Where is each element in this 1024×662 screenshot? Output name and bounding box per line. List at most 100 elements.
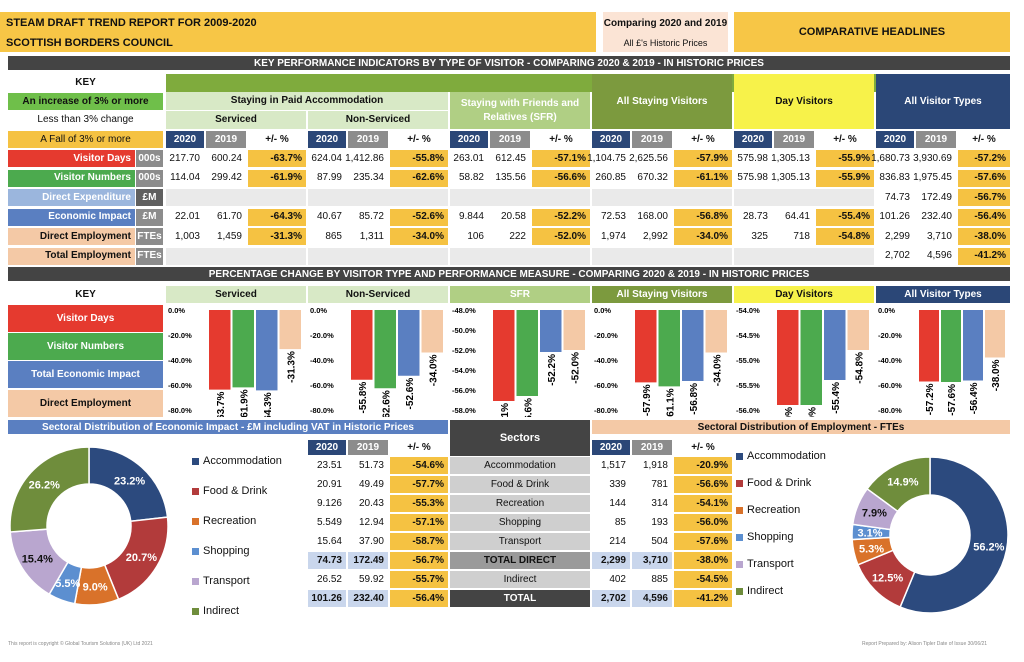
sector-econ-value: 20.43 (348, 495, 388, 512)
pct-tick-label: -55.5% (736, 381, 760, 390)
sector-econ-value: -57.7% (390, 476, 448, 493)
sector-col-header: 2019 (632, 440, 672, 455)
emp-pie-title: Sectoral Distribution of Employment - FT… (592, 420, 1010, 434)
kpi-value: -38.0% (958, 228, 1010, 245)
pct-tick-label: -80.0% (878, 406, 902, 415)
pie-slice-label: 9.0% (83, 582, 108, 594)
sector-col-header: 2019 (348, 440, 388, 455)
legend-label: Recreation (203, 515, 257, 527)
kpi-col-header: 2020 (308, 131, 346, 148)
kpi-empty-cell (592, 189, 732, 206)
report-title: STEAM DRAFT TREND REPORT FOR 2009-2020 (6, 17, 257, 29)
pct-bar-chart: 0.0% -20.0% -40.0% -60.0% -80.0% -57.2% -57.6%… (878, 306, 1005, 416)
sector-econ-value: 9.126 (308, 495, 346, 512)
kpi-value: -56.7% (958, 189, 1010, 206)
sector-col-header: 2020 (592, 440, 630, 455)
kpi-value: -54.8% (816, 228, 874, 245)
pie-slice-label: 5.5% (55, 578, 80, 590)
kpi-col-header: 2020 (734, 131, 772, 148)
kpi-row-label: Direct Employment (8, 228, 135, 245)
pct-bar-label: -61.9% (239, 389, 250, 417)
kpi-col-header: +/- % (674, 131, 732, 148)
kpi-value: -34.0% (674, 228, 732, 245)
sector-emp-value: 885 (632, 571, 672, 588)
kpi-value: 74.73 (876, 189, 914, 206)
kpi-row-unit: FTEs (136, 228, 163, 245)
emp-pie-chart: 56.2% 12.5% 5.3% 3.1% 7.9% 14.9% (851, 456, 1009, 614)
pct-bar-label: -57.6% (947, 384, 958, 416)
pct-panel-title: All Visitor Types (876, 286, 1010, 303)
pct-tick-label: -40.0% (594, 356, 618, 365)
pct-bar-label: -56.4% (969, 382, 980, 414)
kpi-value: 72.53 (592, 208, 630, 226)
legend-swatch (192, 547, 199, 555)
pct-bar (985, 310, 1005, 358)
kpi-value: 58.82 (450, 169, 488, 187)
pct-bar (941, 310, 961, 382)
pct-tick-label: 0.0% (168, 306, 185, 315)
sector-name: Shopping (450, 514, 590, 531)
pct-tick-label: 0.0% (310, 306, 327, 315)
pct-bar-label: -57.9% (642, 384, 653, 416)
sector-emp-value: 402 (592, 571, 630, 588)
econ-pie-chart: 23.2% 20.7% 9.0%5.5% 15.4% 26.2% (9, 446, 169, 606)
pct-bar (398, 310, 420, 376)
pct-bar (963, 310, 983, 381)
kpi-value: 575.98 (734, 150, 772, 167)
sector-econ-value: -56.4% (390, 590, 448, 607)
pct-bar-chart: -54.0% -54.5% -55.0% -55.5% -56.0% -55.9% -55.… (736, 306, 869, 417)
legend-item: Indirect (192, 605, 239, 617)
pct-tick-label: -40.0% (310, 356, 334, 365)
sector-econ-value: -54.6% (390, 457, 448, 474)
kpi-empty-cell (166, 247, 306, 265)
legend-swatch (736, 560, 743, 568)
kpi-value: 64.41 (774, 208, 814, 226)
kpi-row-unit: FTEs (136, 247, 163, 265)
sector-col-header: 2020 (308, 440, 346, 455)
sub-serviced: Serviced (166, 111, 306, 129)
pct-bar-label: -61.1% (665, 388, 676, 417)
pct-bar-label: -52.0% (570, 352, 581, 384)
kpi-value: 2,299 (876, 228, 914, 245)
legend-swatch (192, 487, 199, 495)
pct-bar-label: -52.2% (547, 354, 558, 386)
sector-econ-value: 59.92 (348, 571, 388, 588)
sector-econ-value: 37.90 (348, 533, 388, 550)
sector-emp-value: 144 (592, 495, 630, 512)
pct-tick-label: -40.0% (878, 356, 902, 365)
pct-tick-label: 0.0% (594, 306, 611, 315)
kpi-value: -62.6% (390, 169, 448, 187)
kpi-row-label: Visitor Days (8, 150, 135, 167)
sector-col-header: +/- % (390, 440, 448, 455)
sector-emp-value: 85 (592, 514, 630, 531)
sector-econ-value: 26.52 (308, 571, 346, 588)
legend-swatch (736, 506, 743, 514)
legend-item: Recreation (192, 515, 256, 527)
kpi-col-header: +/- % (816, 131, 874, 148)
pct-bar-label: -63.7% (216, 392, 227, 417)
pct-bar (493, 310, 515, 401)
kpi-value: 87.99 (308, 169, 346, 187)
kpi-empty-cell (166, 189, 306, 206)
compare-box: Comparing 2020 and 2019 All £'s Historic… (603, 12, 728, 52)
pct-bar (351, 310, 373, 380)
legend-swatch (192, 577, 199, 585)
kpi-empty-cell (450, 189, 590, 206)
sectors-header: Sectors (450, 420, 590, 456)
kpi-value: -56.8% (674, 208, 732, 226)
pct-tick-label: -56.0% (452, 386, 476, 395)
kpi-value: 235.34 (348, 169, 388, 187)
kpi-value: -57.2% (958, 150, 1010, 167)
kpi-value: 168.00 (632, 208, 672, 226)
pct-tick-label: -48.0% (452, 306, 476, 315)
comparative-headlines: COMPARATIVE HEADLINES (734, 12, 1010, 52)
sector-econ-value: 232.40 (348, 590, 388, 607)
legend-swatch (736, 479, 743, 487)
pct-bar-label: -52.6% (405, 378, 416, 410)
kpi-value: -34.0% (390, 228, 448, 245)
kpi-value: 20.58 (490, 208, 530, 226)
kpi-col-header: +/- % (532, 131, 590, 148)
sector-econ-value: 23.51 (308, 457, 346, 474)
sector-emp-value: 1,517 (592, 457, 630, 474)
pct-section-title: PERCENTAGE CHANGE BY VISITOR TYPE AND PE… (8, 267, 1010, 281)
